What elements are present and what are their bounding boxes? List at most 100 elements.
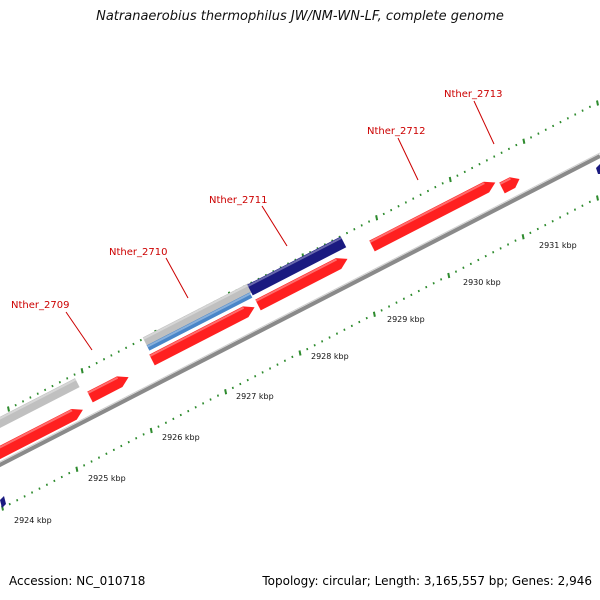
major-tick <box>7 406 10 412</box>
minor-tick <box>216 394 220 397</box>
minor-tick <box>350 324 353 328</box>
minor-tick <box>105 452 108 455</box>
tick-marks-inner <box>1 195 599 511</box>
gene-nther-2710 <box>149 306 255 366</box>
minor-tick <box>127 440 130 444</box>
minor-tick <box>321 340 324 343</box>
minor-tick <box>566 212 569 215</box>
minor-tick <box>328 336 331 339</box>
minor-tick <box>410 293 413 297</box>
minor-tick <box>239 382 242 386</box>
minor-tick <box>187 409 190 413</box>
minor-tick <box>261 371 264 374</box>
minor-tick <box>58 380 61 384</box>
minor-tick <box>202 402 205 405</box>
minor-tick <box>353 227 356 231</box>
minor-tick <box>30 491 34 494</box>
minor-tick <box>51 384 54 388</box>
minor-tick <box>246 378 249 382</box>
minor-tick <box>426 189 430 193</box>
gene-nther-2711-arrow-body <box>255 258 348 311</box>
major-tick <box>298 350 302 356</box>
minor-tick <box>419 193 422 197</box>
minor-tick <box>588 105 592 109</box>
gene-label-leader <box>473 100 495 145</box>
gene-nther-2711-arrow-highlight <box>255 258 337 302</box>
scale-label: 2931 kbp <box>539 241 577 250</box>
minor-tick <box>83 464 86 467</box>
minor-tick <box>120 444 123 448</box>
major-tick <box>149 427 153 434</box>
minor-tick <box>529 136 533 139</box>
feature-grey-mid <box>142 283 254 347</box>
minor-tick <box>529 231 532 235</box>
minor-tick <box>125 346 128 350</box>
major-tick <box>596 100 599 106</box>
minor-tick <box>454 270 458 273</box>
minor-tick <box>477 258 480 262</box>
minor-tick <box>117 350 120 353</box>
gene-label-leader <box>261 205 288 247</box>
feature-grey-left-highlight <box>0 378 77 423</box>
minor-tick <box>412 197 415 200</box>
minor-tick <box>559 120 562 124</box>
scale-labels: 2924 kbp 2925 kbp 2926 kbp 2927 kbp 2928 kbp… <box>14 241 577 525</box>
gene-nther-2708 <box>0 408 83 461</box>
minor-tick <box>395 301 398 304</box>
minor-tick <box>139 338 142 342</box>
minor-tick <box>440 278 443 281</box>
minor-tick <box>544 223 547 227</box>
minor-tick <box>45 483 48 486</box>
minor-tick <box>471 166 474 170</box>
major-tick <box>521 234 525 240</box>
minor-tick <box>404 201 407 204</box>
gene-nther-2713-body <box>499 177 520 194</box>
gene-label-leader <box>397 137 419 181</box>
minor-tick <box>485 159 488 162</box>
minor-tick <box>179 413 182 417</box>
minor-tick <box>581 109 584 112</box>
minor-tick <box>500 151 503 154</box>
minor-tick <box>387 305 391 308</box>
minor-tick <box>254 375 257 378</box>
minor-tick <box>88 365 91 369</box>
scale-label: 2930 kbp <box>463 278 501 287</box>
minor-tick <box>382 212 385 216</box>
feature-blue-highlight <box>247 236 342 287</box>
gene-nther-2712-highlight <box>369 182 485 243</box>
minor-tick <box>132 342 135 346</box>
minor-tick <box>551 220 554 223</box>
minor-tick <box>38 487 41 490</box>
gene-nther-2711-arrow <box>255 258 348 311</box>
minor-tick <box>97 456 101 459</box>
minor-tick <box>194 406 197 409</box>
minor-tick <box>581 204 584 207</box>
minor-tick <box>343 328 346 331</box>
minor-tick <box>456 174 459 177</box>
minor-tick <box>514 239 517 242</box>
feature-blue-edge-right <box>596 164 600 174</box>
gene-label: Nther_2710 <box>109 247 167 258</box>
minor-tick <box>462 266 465 269</box>
accession-label: Accession: NC_010718 <box>9 574 146 588</box>
minor-tick <box>552 124 555 128</box>
major-tick <box>372 311 376 317</box>
major-tick <box>596 195 599 201</box>
major-tick <box>80 368 84 374</box>
feature-light-blue-highlight <box>146 292 251 348</box>
minor-tick <box>8 502 11 506</box>
minor-tick <box>23 495 26 498</box>
gene-nther-2710-highlight <box>149 306 245 357</box>
feature-grey-left <box>0 378 80 430</box>
gene-label: Nther_2709 <box>11 300 69 311</box>
minor-tick <box>142 433 145 436</box>
scale-label: 2925 kbp <box>88 474 126 483</box>
genome-stats: Topology: circular; Length: 3,165,557 bp… <box>262 574 592 588</box>
minor-tick <box>73 373 76 376</box>
minor-tick <box>536 227 539 231</box>
minor-tick <box>29 396 32 399</box>
minor-tick <box>16 499 19 502</box>
minor-tick <box>44 388 47 392</box>
feature-light-blue <box>146 292 253 351</box>
